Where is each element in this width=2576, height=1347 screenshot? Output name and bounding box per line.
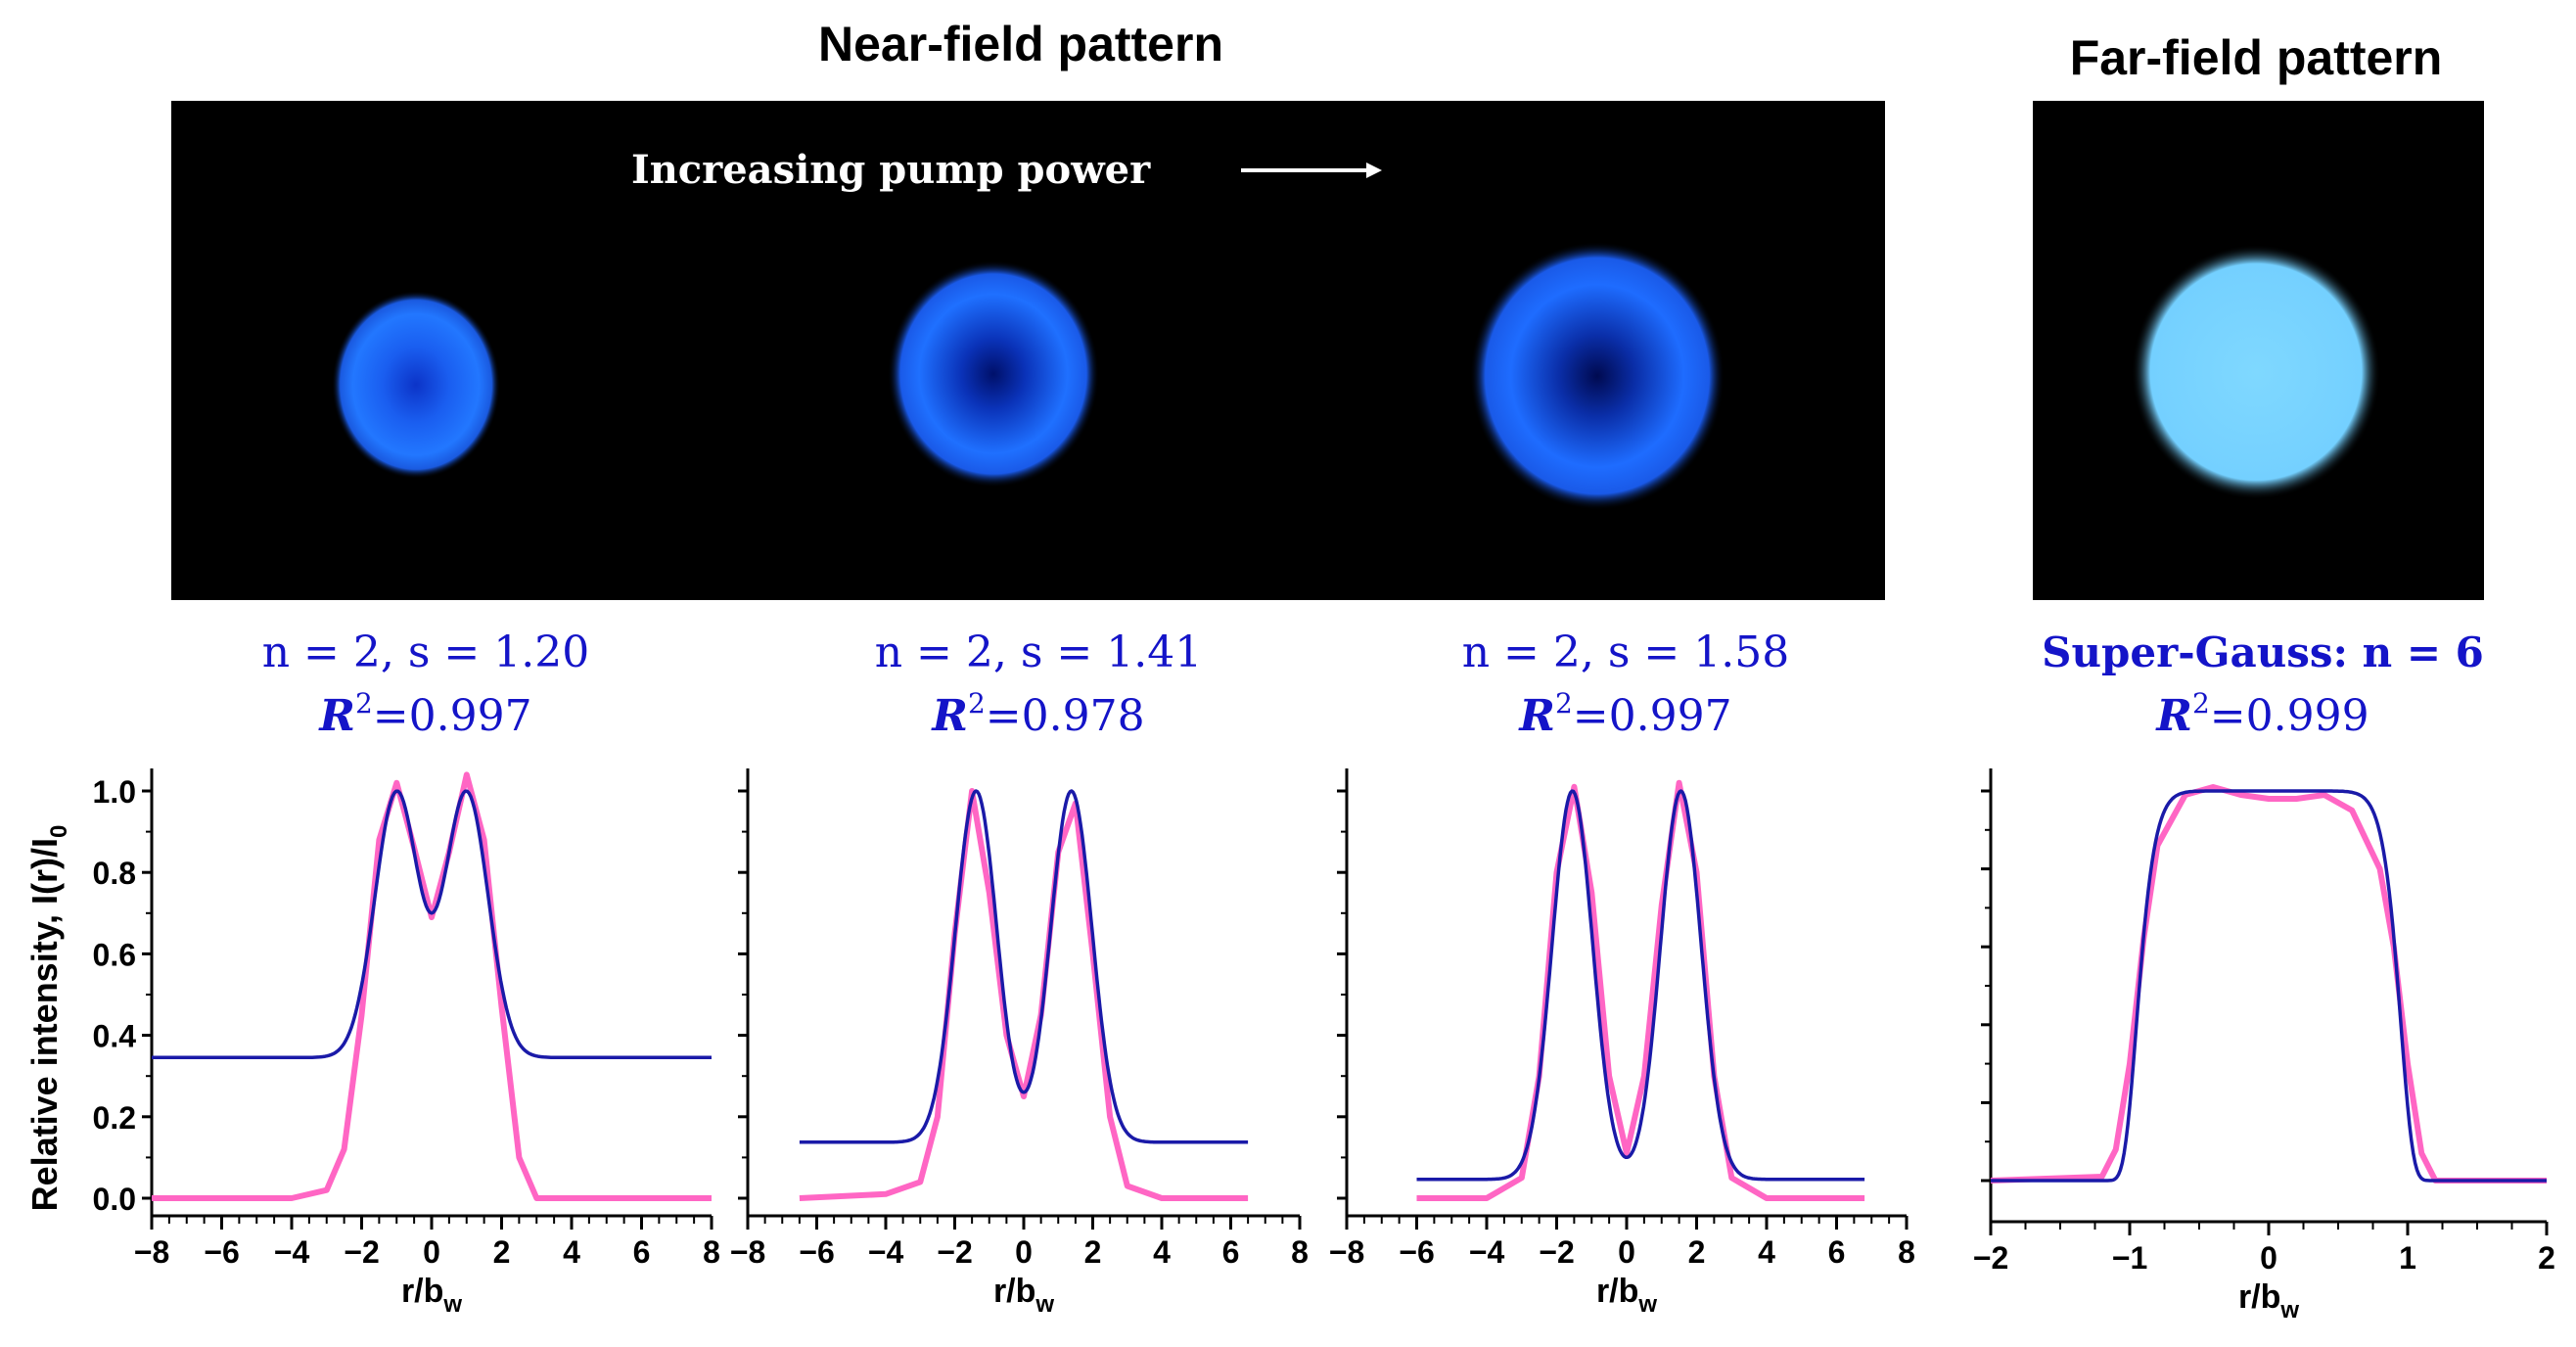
- x-tick-label: −2: [937, 1234, 972, 1270]
- x-tick-label: −2: [1539, 1234, 1574, 1270]
- fit-annotation-3: n = 2, s = 1.58 R2=0.997: [1462, 627, 1790, 741]
- x-tick-label: −4: [274, 1234, 310, 1270]
- x-tick-label: 4: [563, 1234, 580, 1270]
- measured-profile-line: [799, 788, 1249, 1201]
- x-tick-label: 4: [1758, 1234, 1775, 1270]
- x-tick-label: 6: [633, 1234, 651, 1270]
- y-tick-label: 0.2: [93, 1100, 136, 1136]
- x-tick-label: 8: [1291, 1234, 1309, 1270]
- pump-power-label: Increasing pump power: [631, 147, 1151, 193]
- x-axis-label: r/bw: [401, 1273, 462, 1318]
- fit-curve-line: [799, 789, 1249, 1144]
- x-tick-label: 2: [2538, 1240, 2555, 1276]
- pump-arrow-icon: [1241, 163, 1382, 178]
- x-tick-label: 0: [1618, 1234, 1635, 1270]
- x-tick-label: 6: [1222, 1234, 1240, 1270]
- svg-text:Super-Gauss: n = 6: Super-Gauss: n = 6: [2042, 628, 2484, 676]
- x-tick-label: 0: [2260, 1240, 2277, 1276]
- x-tick-label: 0: [1015, 1234, 1033, 1270]
- fit-annotation-1: n = 2, s = 1.20 R2=0.997: [262, 627, 590, 741]
- measured-profile-line: [152, 771, 712, 1201]
- chart-panel-4: −2 −1 0 1 2 r/bw: [1973, 768, 2555, 1324]
- fit-annotation-4: Super-Gauss: n = 6 R2=0.999: [2042, 628, 2484, 741]
- x-tick-label: −8: [730, 1234, 765, 1270]
- x-axis-label: r/bw: [2238, 1278, 2299, 1324]
- x-tick-label: 1: [2399, 1240, 2416, 1276]
- y-tick-label: 1.0: [93, 774, 136, 810]
- x-tick-label: −4: [1469, 1234, 1505, 1270]
- fit-annotation-2: n = 2, s = 1.41 R2=0.978: [875, 627, 1203, 741]
- x-tick-label: −6: [204, 1234, 239, 1270]
- near-field-title: Near-field pattern: [818, 17, 1223, 71]
- x-tick-label: −8: [1329, 1234, 1364, 1270]
- fit-curve-line: [1991, 789, 2547, 1183]
- x-axis-label: r/bw: [1596, 1273, 1657, 1318]
- chart-panel-2: −8 −6 −4 −2 0 2 4 6 8 r/bw: [730, 768, 1309, 1318]
- chart-panel-1: 0.0 0.2 0.4 0.6 0.8 1.0 −8 −6 −4 −2 0 2 4 6 8 r/bw: [93, 768, 720, 1318]
- near-field-spot-2: [888, 260, 1099, 488]
- far-field-title: Far-field pattern: [2070, 30, 2443, 85]
- x-tick-label: −6: [799, 1234, 834, 1270]
- svg-text:R2=0.999: R2=0.999: [2154, 687, 2369, 741]
- x-tick-label: 2: [1688, 1234, 1706, 1270]
- x-tick-label: −2: [1973, 1240, 2008, 1276]
- measured-profile-line: [1990, 784, 2547, 1184]
- svg-text:n = 2, s = 1.20: n = 2, s = 1.20: [262, 627, 590, 677]
- fit-curve-line: [1416, 789, 1865, 1182]
- x-tick-label: −4: [868, 1234, 904, 1270]
- x-tick-label: 0: [423, 1234, 440, 1270]
- x-tick-label: −6: [1399, 1234, 1434, 1270]
- svg-text:n = 2, s = 1.41: n = 2, s = 1.41: [875, 627, 1203, 677]
- y-tick-label: 0.0: [93, 1182, 136, 1217]
- near-field-image: Increasing pump power: [171, 101, 1885, 600]
- x-tick-label: 6: [1828, 1234, 1846, 1270]
- svg-text:n = 2, s = 1.58: n = 2, s = 1.58: [1462, 627, 1790, 677]
- y-axis-label: Relative intensity, I(r)/I0: [24, 825, 72, 1212]
- measured-profile-line: [1416, 779, 1865, 1201]
- svg-text:R2=0.997: R2=0.997: [317, 687, 531, 741]
- chart-panel-3: −8 −6 −4 −2 0 2 4 6 8 r/bw: [1329, 768, 1915, 1318]
- x-tick-label: −1: [2112, 1240, 2147, 1276]
- x-tick-label: 8: [1898, 1234, 1915, 1270]
- far-field-spot: [2132, 245, 2380, 499]
- svg-text:R2=0.997: R2=0.997: [1517, 687, 1731, 741]
- svg-text:R2=0.978: R2=0.978: [930, 687, 1144, 741]
- x-tick-label: 2: [1084, 1234, 1102, 1270]
- far-field-image: [2033, 101, 2484, 600]
- x-axis-label: r/bw: [993, 1273, 1054, 1318]
- y-tick-label: 0.4: [93, 1019, 137, 1054]
- near-field-spot-1: [332, 291, 500, 479]
- x-tick-label: 4: [1153, 1234, 1171, 1270]
- x-tick-label: 2: [493, 1234, 511, 1270]
- y-tick-label: 0.8: [93, 856, 136, 891]
- y-tick-label: 0.6: [93, 937, 136, 972]
- x-tick-label: −8: [134, 1234, 169, 1270]
- fit-curve-line: [152, 789, 712, 1060]
- x-tick-label: −2: [344, 1234, 379, 1270]
- near-field-spot-3: [1470, 242, 1725, 510]
- x-tick-label: 8: [703, 1234, 720, 1270]
